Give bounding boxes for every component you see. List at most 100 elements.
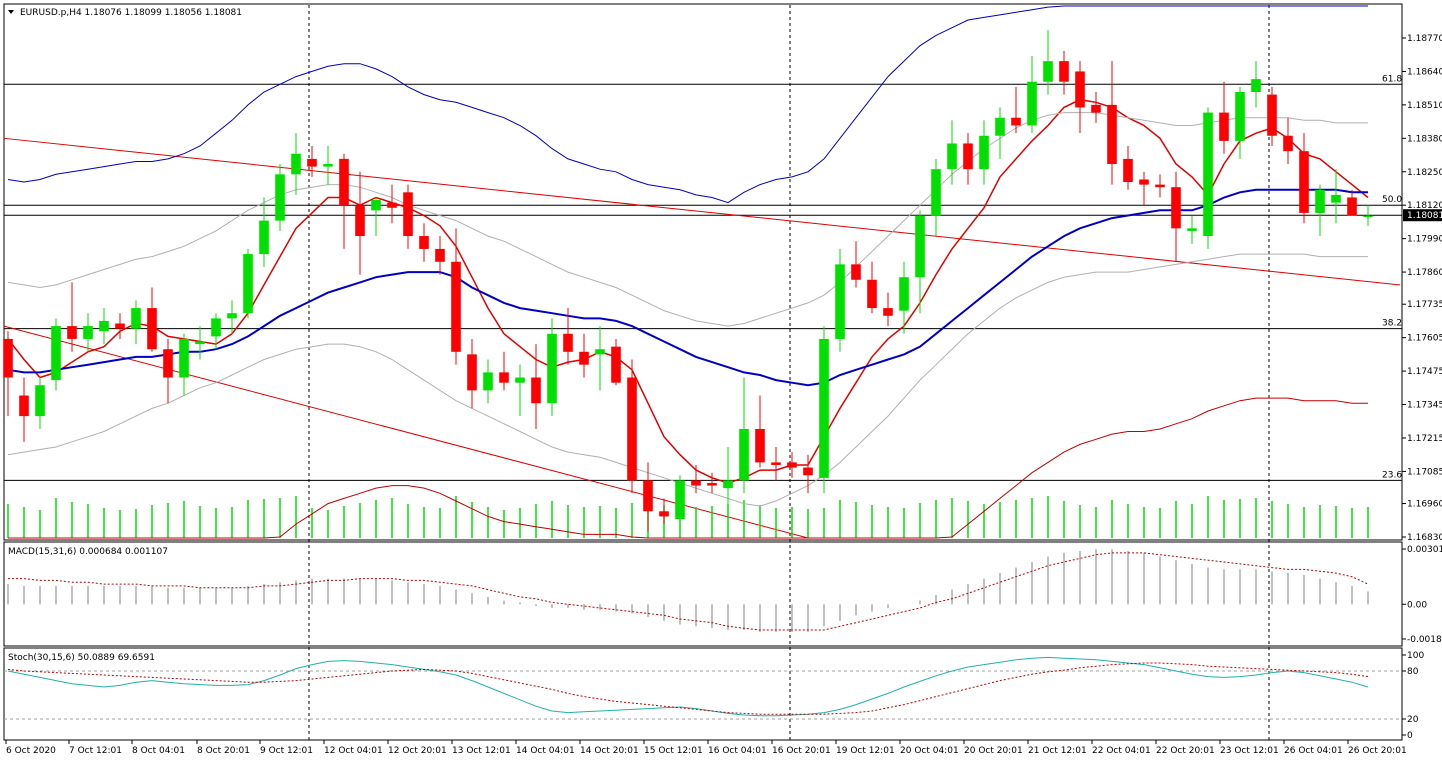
candle-body: [1107, 104, 1117, 165]
stoch-main-line: [7, 656, 1369, 717]
price-tick-label: 1.16830: [1407, 533, 1442, 543]
indicator-lines: [7, 5, 1369, 539]
fib-level-label: 38.2: [1382, 319, 1402, 329]
candle-body: [179, 338, 189, 378]
candle-body: [307, 158, 317, 167]
stoch-panel-border: [3, 647, 1403, 741]
time-tick-label: 15 Oct 12:01: [644, 746, 703, 756]
price-tick-label: 1.17990: [1407, 235, 1442, 245]
candle-body: [979, 135, 989, 170]
time-tick-label: 19 Oct 12:01: [836, 746, 895, 756]
candle-body: [163, 349, 173, 378]
candle-body: [211, 318, 221, 337]
candle-body: [643, 480, 653, 512]
candle-body: [579, 351, 589, 365]
candle-body: [547, 333, 557, 404]
candle-body: [931, 169, 941, 216]
macd-indicator: 0.00301 0.00 -0.00189: [7, 545, 1442, 645]
time-tick-label: 22 Oct 20:01: [1156, 746, 1215, 756]
time-tick-label: 16 Oct 04:01: [708, 746, 767, 756]
candle-body: [531, 377, 541, 404]
candle-body: [1155, 184, 1165, 188]
candle-body: [659, 511, 669, 517]
stoch-tick-label: 100: [1407, 651, 1424, 661]
chart-title: EURUSD.p,H4 1.18076 1.18099 1.18056 1.18…: [20, 8, 242, 18]
candle-body: [563, 333, 573, 352]
time-tick-label: 12 Oct 04:01: [324, 746, 383, 756]
price-tick-label: 1.18510: [1407, 101, 1442, 111]
time-tick-label: 21 Oct 12:01: [1028, 746, 1087, 756]
candle-body: [19, 395, 29, 417]
time-tick-label: 8 Oct 04:01: [132, 746, 185, 756]
candle-body: [883, 308, 893, 316]
candle-body: [1251, 79, 1261, 93]
candle-body: [435, 248, 445, 262]
price-tick-label: 1.18120: [1407, 201, 1442, 211]
candle-body: [835, 264, 845, 339]
candle-body: [291, 153, 301, 175]
candle-body: [995, 117, 1005, 136]
candle-body: [867, 279, 877, 309]
time-tick-label: 23 Oct 12:01: [1220, 746, 1279, 756]
price-tick-label: 1.17345: [1407, 401, 1442, 411]
time-tick-label: 22 Oct 04:01: [1092, 746, 1151, 756]
candle-body: [227, 313, 237, 319]
current-price-label: 1.18081: [1407, 211, 1442, 221]
candle-body: [259, 220, 269, 255]
price-tick-label: 1.17735: [1407, 300, 1442, 310]
candle-body: [467, 354, 477, 391]
candle-body: [1187, 228, 1197, 231]
candle-body: [499, 372, 509, 383]
time-tick-label: 9 Oct 12:01: [260, 746, 313, 756]
stoch-tick-label: 0: [1407, 731, 1413, 741]
candle-body: [1315, 189, 1325, 213]
macd-signal-line: [8, 552, 1369, 631]
candle-body: [723, 480, 733, 489]
candle-body: [3, 338, 13, 378]
candle-body: [1363, 215, 1373, 217]
time-tick-label: 20 Oct 20:01: [964, 746, 1023, 756]
time-tick-label: 14 Oct 20:01: [580, 746, 639, 756]
candle-body: [355, 205, 365, 237]
time-tick-label: 6 Oct 2020: [6, 746, 56, 756]
time-tick-label: 12 Oct 20:01: [388, 746, 447, 756]
fib-level-label: 50.0: [1382, 195, 1402, 205]
dropdown-triangle-icon[interactable]: [8, 10, 14, 14]
indicator-line-ma-6: [7, 98, 1369, 484]
candlesticks[interactable]: [3, 30, 1373, 532]
indicator-line-mid-band: [7, 112, 1368, 327]
candle-body: [1235, 92, 1245, 141]
macd-tick-label: 0.00301: [1407, 545, 1442, 555]
price-tick-label: 1.18380: [1407, 134, 1442, 144]
price-tick-label: 1.18640: [1407, 67, 1442, 77]
time-tick-label: 7 Oct 12:01: [69, 746, 122, 756]
candle-body: [1203, 112, 1213, 237]
macd-label: MACD(15,31,6) 0.000684 0.001107: [8, 547, 168, 557]
candle-body: [915, 215, 925, 278]
fibonacci-levels: 61.8 50.0 38.2 23.6: [4, 74, 1402, 481]
candle-body: [1027, 81, 1037, 126]
candle-body: [611, 346, 621, 383]
price-tick-label: 1.16960: [1407, 500, 1442, 510]
trendline-1: [3, 325, 809, 539]
candle-body: [1123, 158, 1133, 183]
price-tick-label: 1.18770: [1407, 34, 1442, 44]
candle-body: [419, 236, 429, 249]
candle-body: [371, 200, 381, 211]
time-tick-label: 20 Oct 04:01: [900, 746, 959, 756]
trendline-0: [3, 137, 1401, 286]
candle-body: [323, 164, 333, 167]
candle-body: [339, 158, 349, 206]
candle-body: [387, 202, 397, 208]
time-tick-label: 14 Oct 04:01: [516, 746, 575, 756]
candle-body: [1171, 187, 1181, 229]
candle-body: [243, 254, 253, 314]
indicator-line-upper-band: [7, 5, 1368, 204]
candle-body: [1011, 117, 1021, 126]
candle-body: [195, 341, 205, 345]
candle-body: [755, 428, 765, 463]
candle-body: [451, 261, 461, 352]
candle-body: [1347, 197, 1357, 216]
candle-body: [627, 377, 637, 481]
